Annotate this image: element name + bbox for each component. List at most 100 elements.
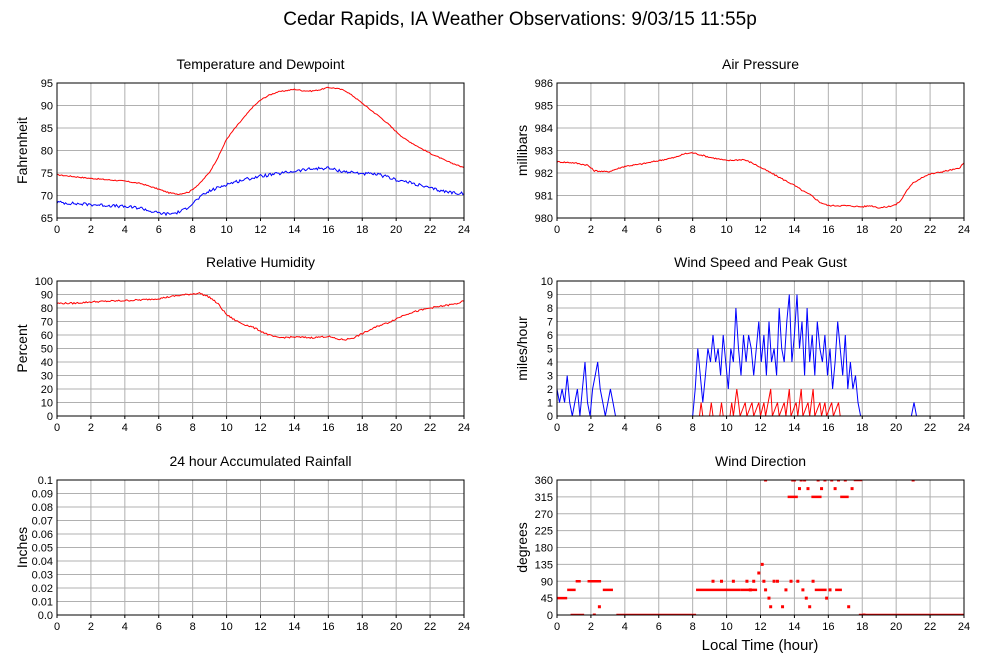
winddir-point: [801, 588, 805, 592]
humidity-x-tick-label: 10: [220, 422, 232, 434]
winddir-y-tick-label: 90: [541, 576, 553, 588]
pressure-x-tick-label: 8: [690, 224, 696, 236]
rain-x-tick-label: 10: [220, 621, 232, 633]
rain-y-tick-label: 0.01: [32, 597, 53, 609]
pressure-x-tick-label: 10: [720, 224, 732, 236]
temp-x-tick-label: 20: [390, 224, 402, 236]
winddir-x-tick-label: 10: [720, 621, 732, 633]
humidity-x-tick-label: 22: [424, 422, 436, 434]
temp-y-tick-label: 85: [41, 123, 53, 135]
temp-x-tick-label: 12: [254, 224, 266, 236]
winddir-point: [764, 480, 768, 482]
wind-x-tick-label: 12: [754, 422, 766, 434]
winddir-y-tick-label: 180: [535, 543, 553, 555]
winddir-point: [781, 605, 785, 609]
wind-x-tick-label: 18: [856, 422, 868, 434]
rain-chart-title: 24 hour Accumulated Rainfall: [169, 453, 351, 469]
pressure-y-tick-label: 981: [535, 191, 553, 203]
winddir-x-tick-label: 6: [656, 621, 662, 633]
humidity-series-group: [57, 291, 464, 341]
x-axis-label: Local Time (hour): [702, 637, 819, 654]
winddir-x-tick-label: 16: [822, 621, 834, 633]
temp-chart-title: Temperature and Dewpoint: [176, 56, 344, 72]
temp-x-tick-label: 8: [190, 224, 196, 236]
winddir-x-tick-label: 22: [924, 621, 936, 633]
winddir-y-tick-label: 135: [535, 559, 553, 571]
rain-x-tick-label: 0: [54, 621, 60, 633]
wind-series-blue: [557, 294, 964, 416]
winddir-point: [803, 480, 807, 482]
winddir-point: [850, 487, 854, 491]
winddir-point: [711, 579, 715, 583]
winddir-point: [823, 480, 827, 482]
pressure-x-tick-label: 16: [822, 224, 834, 236]
winddir-chart-title: Wind Direction: [715, 453, 806, 469]
humidity-chart: 0 2 4 6 8 10 12 14 16 18 20 22 240102030405060708090…: [14, 254, 470, 434]
humidity-y-tick-label: 10: [41, 398, 53, 410]
winddir-y-tick-label: 225: [535, 526, 553, 538]
humidity-x-tick-label: 24: [458, 422, 470, 434]
humidity-x-tick-label: 20: [390, 422, 402, 434]
pressure-series-red: [557, 152, 964, 209]
temp-x-tick-label: 6: [156, 224, 162, 236]
humidity-y-tick-label: 50: [41, 344, 53, 356]
winddir-x-tick-label: 0: [554, 621, 560, 633]
wind-y-tick-label: 1: [547, 398, 553, 410]
temp-series-red: [57, 86, 464, 196]
rain-x-tick-label: 16: [322, 621, 334, 633]
winddir-y-tick-label: 45: [541, 593, 553, 605]
wind-x-tick-label: 24: [958, 422, 970, 434]
winddir-y-tick-label: 315: [535, 492, 553, 504]
winddir-point: [760, 562, 764, 566]
wind-x-tick-label: 6: [656, 422, 662, 434]
humidity-x-tick-label: 16: [322, 422, 334, 434]
rain-y-tick-label: 0.06: [32, 529, 53, 541]
wind-x-tick-label: 0: [554, 422, 560, 434]
pressure-y-axis-label: millibars: [514, 125, 530, 176]
humidity-y-tick-label: 70: [41, 317, 53, 329]
temp-series-blue: [57, 166, 464, 217]
winddir-point: [772, 579, 776, 583]
pressure-y-tick-label: 983: [535, 146, 553, 158]
temp-y-tick-label: 80: [41, 146, 53, 158]
winddir-point: [752, 579, 756, 583]
wind-x-tick-label: 16: [822, 422, 834, 434]
wind-y-tick-label: 4: [547, 357, 553, 369]
winddir-y-tick-label: 360: [535, 475, 553, 487]
temp-y-tick-label: 95: [41, 78, 53, 90]
winddir-x-tick-label: 8: [690, 621, 696, 633]
humidity-y-tick-label: 40: [41, 357, 53, 369]
wind-x-tick-label: 10: [720, 422, 732, 434]
winddir-point: [757, 571, 761, 575]
humidity-y-tick-label: 80: [41, 303, 53, 315]
winddir-point: [769, 605, 773, 609]
wind-y-axis-label: miles/hour: [514, 316, 530, 381]
rain-x-tick-label: 2: [88, 621, 94, 633]
winddir-y-axis-label: degrees: [514, 522, 530, 573]
temp-x-tick-label: 4: [122, 224, 128, 236]
temp-y-tick-label: 70: [41, 191, 53, 203]
rain-y-tick-label: 0.08: [32, 502, 53, 514]
rain-y-axis-label: Inches: [14, 527, 30, 568]
wind-y-tick-label: 8: [547, 303, 553, 315]
winddir-y-tick-label: 0: [547, 610, 553, 622]
temp-series-group: [57, 86, 464, 217]
pressure-x-tick-label: 4: [622, 224, 628, 236]
winddir-point: [862, 613, 866, 615]
temp-x-tick-label: 14: [288, 224, 300, 236]
wind-x-tick-label: 2: [588, 422, 594, 434]
humidity-x-tick-label: 14: [288, 422, 300, 434]
rain-x-tick-label: 12: [254, 621, 266, 633]
winddir-point: [791, 480, 795, 482]
wind-y-tick-label: 5: [547, 344, 553, 356]
temp-x-tick-label: 10: [220, 224, 232, 236]
pressure-chart: 0 2 4 6 8 10 12 14 16 18 20 22 249809819829839849859…: [514, 56, 970, 236]
winddir-point: [597, 605, 601, 609]
wind-y-tick-label: 9: [547, 290, 553, 302]
rain-y-tick-label: 0.04: [32, 556, 53, 568]
wind-x-tick-label: 4: [622, 422, 628, 434]
winddir-point: [843, 480, 847, 482]
pressure-x-tick-label: 12: [754, 224, 766, 236]
winddir-point: [820, 487, 824, 491]
